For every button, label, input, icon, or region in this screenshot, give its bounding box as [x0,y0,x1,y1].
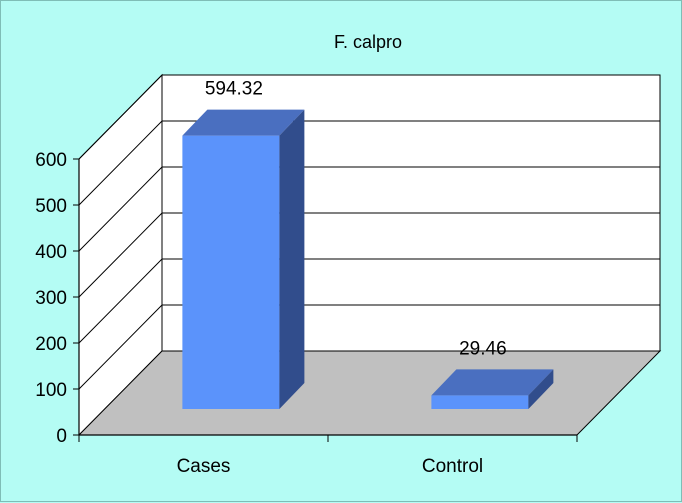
x-axis-categories: Cases Control [177,456,484,477]
y-tick-label: 400 [35,242,67,263]
gridline [78,304,660,390]
bars [182,109,554,409]
y-tick-label: 200 [35,334,67,355]
bar-top [431,369,554,396]
bar-top [182,109,305,136]
x-category-label: Cases [177,456,231,477]
gridline [78,258,660,344]
chart-title: F. calpro [334,32,402,52]
y-tick-label: 600 [35,150,67,171]
bar-control [431,369,554,409]
y-tick-label: 300 [35,288,67,309]
chart-floor [77,350,662,436]
gridline [78,212,660,298]
bar-cases [182,109,305,409]
x-category-label: Control [422,456,483,477]
gridlines [78,74,660,390]
gridline [78,120,660,206]
bar-side [528,369,554,409]
y-tick-label: 500 [35,196,67,217]
gridline [78,74,660,160]
data-label: 594.32 [205,79,263,100]
bar-front [182,135,280,409]
y-tick-label: 100 [35,380,67,401]
data-label: 29.46 [459,338,507,359]
y-tick-label: 0 [56,426,67,447]
gridline [78,166,660,252]
bar-side [279,109,305,409]
y-axis-ticks: 0 100 200 300 400 500 600 [35,150,79,447]
bar-front [431,395,529,409]
data-labels: 594.32 29.46 [205,79,507,360]
